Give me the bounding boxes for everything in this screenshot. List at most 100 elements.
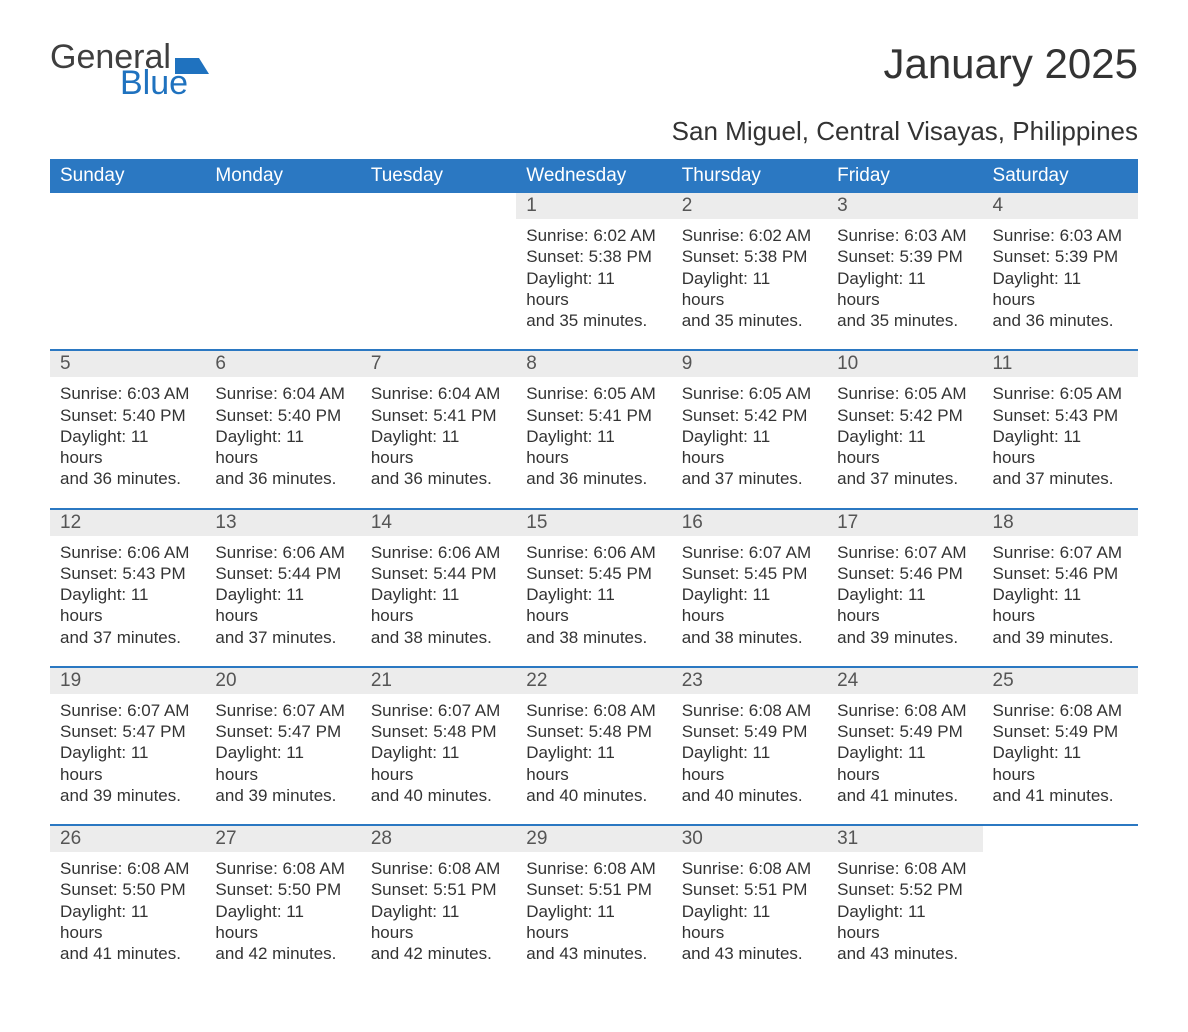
day-number: 27	[205, 825, 360, 852]
day-cell: Sunrise: 6:02 AMSunset: 5:38 PMDaylight:…	[516, 219, 671, 350]
daylight-line1: Daylight: 11 hours	[526, 742, 661, 785]
daylight-line1: Daylight: 11 hours	[215, 742, 350, 785]
daylight-line2: and 41 minutes.	[837, 785, 972, 806]
col-wednesday: Wednesday	[516, 159, 671, 193]
day-content-row: Sunrise: 6:06 AMSunset: 5:43 PMDaylight:…	[50, 536, 1138, 667]
day-cell: Sunrise: 6:06 AMSunset: 5:44 PMDaylight:…	[361, 536, 516, 667]
day-details: Sunrise: 6:02 AMSunset: 5:38 PMDaylight:…	[672, 219, 827, 349]
day-number: 19	[50, 667, 205, 694]
day-details: Sunrise: 6:08 AMSunset: 5:52 PMDaylight:…	[827, 852, 982, 982]
empty-cell	[50, 219, 205, 350]
day-cell: Sunrise: 6:06 AMSunset: 5:43 PMDaylight:…	[50, 536, 205, 667]
daylight-line1: Daylight: 11 hours	[993, 584, 1128, 627]
day-details: Sunrise: 6:03 AMSunset: 5:40 PMDaylight:…	[50, 377, 205, 507]
day-cell: Sunrise: 6:08 AMSunset: 5:50 PMDaylight:…	[205, 852, 360, 982]
day-number: 4	[983, 193, 1138, 219]
day-number: 11	[983, 350, 1138, 377]
sunrise-text: Sunrise: 6:02 AM	[682, 225, 817, 246]
daylight-line1: Daylight: 11 hours	[371, 426, 506, 469]
empty-cell	[361, 219, 516, 350]
daylight-line2: and 37 minutes.	[682, 468, 817, 489]
empty-cell	[361, 193, 516, 219]
day-details: Sunrise: 6:07 AMSunset: 5:46 PMDaylight:…	[983, 536, 1138, 666]
sunrise-text: Sunrise: 6:03 AM	[837, 225, 972, 246]
daylight-line1: Daylight: 11 hours	[837, 901, 972, 944]
sunset-text: Sunset: 5:42 PM	[837, 405, 972, 426]
day-number: 12	[50, 509, 205, 536]
daylight-line2: and 42 minutes.	[371, 943, 506, 964]
day-details: Sunrise: 6:08 AMSunset: 5:50 PMDaylight:…	[205, 852, 360, 982]
sunrise-text: Sunrise: 6:08 AM	[993, 700, 1128, 721]
sunset-text: Sunset: 5:45 PM	[682, 563, 817, 584]
day-number: 22	[516, 667, 671, 694]
sunset-text: Sunset: 5:41 PM	[371, 405, 506, 426]
daylight-line2: and 41 minutes.	[60, 943, 195, 964]
day-cell: Sunrise: 6:07 AMSunset: 5:47 PMDaylight:…	[205, 694, 360, 825]
day-number: 29	[516, 825, 671, 852]
day-number: 31	[827, 825, 982, 852]
day-details: Sunrise: 6:05 AMSunset: 5:43 PMDaylight:…	[983, 377, 1138, 507]
daylight-line2: and 37 minutes.	[215, 627, 350, 648]
sunrise-text: Sunrise: 6:08 AM	[526, 858, 661, 879]
day-number-row: 12131415161718	[50, 509, 1138, 536]
col-saturday: Saturday	[983, 159, 1138, 193]
sunrise-text: Sunrise: 6:08 AM	[837, 858, 972, 879]
daylight-line2: and 37 minutes.	[60, 627, 195, 648]
logo: General Blue	[50, 40, 209, 100]
day-details: Sunrise: 6:08 AMSunset: 5:51 PMDaylight:…	[516, 852, 671, 982]
daylight-line2: and 37 minutes.	[837, 468, 972, 489]
sunrise-text: Sunrise: 6:04 AM	[215, 383, 350, 404]
day-details: Sunrise: 6:06 AMSunset: 5:44 PMDaylight:…	[205, 536, 360, 666]
day-cell: Sunrise: 6:05 AMSunset: 5:42 PMDaylight:…	[827, 377, 982, 508]
sunset-text: Sunset: 5:50 PM	[215, 879, 350, 900]
daylight-line1: Daylight: 11 hours	[837, 584, 972, 627]
sunset-text: Sunset: 5:51 PM	[371, 879, 506, 900]
day-content-row: Sunrise: 6:07 AMSunset: 5:47 PMDaylight:…	[50, 694, 1138, 825]
sunrise-text: Sunrise: 6:07 AM	[60, 700, 195, 721]
daylight-line1: Daylight: 11 hours	[682, 426, 817, 469]
day-cell: Sunrise: 6:07 AMSunset: 5:48 PMDaylight:…	[361, 694, 516, 825]
day-details: Sunrise: 6:03 AMSunset: 5:39 PMDaylight:…	[827, 219, 982, 349]
sunset-text: Sunset: 5:48 PM	[526, 721, 661, 742]
col-monday: Monday	[205, 159, 360, 193]
sunrise-text: Sunrise: 6:08 AM	[526, 700, 661, 721]
daylight-line1: Daylight: 11 hours	[371, 901, 506, 944]
daylight-line2: and 40 minutes.	[371, 785, 506, 806]
day-cell: Sunrise: 6:08 AMSunset: 5:51 PMDaylight:…	[672, 852, 827, 982]
day-details: Sunrise: 6:07 AMSunset: 5:45 PMDaylight:…	[672, 536, 827, 666]
day-cell: Sunrise: 6:06 AMSunset: 5:44 PMDaylight:…	[205, 536, 360, 667]
day-details: Sunrise: 6:08 AMSunset: 5:49 PMDaylight:…	[827, 694, 982, 824]
sunset-text: Sunset: 5:42 PM	[682, 405, 817, 426]
daylight-line2: and 36 minutes.	[60, 468, 195, 489]
sunset-text: Sunset: 5:49 PM	[993, 721, 1128, 742]
day-cell: Sunrise: 6:05 AMSunset: 5:43 PMDaylight:…	[983, 377, 1138, 508]
weekday-header-row: Sunday Monday Tuesday Wednesday Thursday…	[50, 159, 1138, 193]
day-cell: Sunrise: 6:08 AMSunset: 5:49 PMDaylight:…	[672, 694, 827, 825]
sunrise-text: Sunrise: 6:08 AM	[837, 700, 972, 721]
day-details: Sunrise: 6:07 AMSunset: 5:47 PMDaylight:…	[205, 694, 360, 824]
daylight-line2: and 38 minutes.	[526, 627, 661, 648]
sunset-text: Sunset: 5:45 PM	[526, 563, 661, 584]
daylight-line2: and 43 minutes.	[682, 943, 817, 964]
sunset-text: Sunset: 5:43 PM	[60, 563, 195, 584]
day-number: 18	[983, 509, 1138, 536]
day-content-row: Sunrise: 6:08 AM Sunset: 5:50 PM Daylight:…	[50, 852, 1138, 982]
day-details: Sunrise: 6:08 AMSunset: 5:49 PMDaylight:…	[983, 694, 1138, 824]
daylight-line1: Daylight: 11 hours	[993, 268, 1128, 311]
day-number: 14	[361, 509, 516, 536]
daylight-line2: and 35 minutes.	[837, 310, 972, 331]
col-thursday: Thursday	[672, 159, 827, 193]
sunrise-text: Sunrise: 6:08 AM	[682, 858, 817, 879]
daylight-line2: and 35 minutes.	[526, 310, 661, 331]
daylight-line2: and 42 minutes.	[215, 943, 350, 964]
page-title: January 2025	[883, 40, 1138, 88]
day-number: 30	[672, 825, 827, 852]
day-cell: Sunrise: 6:08 AMSunset: 5:49 PMDaylight:…	[983, 694, 1138, 825]
day-number: 2	[672, 193, 827, 219]
daylight-line1: Daylight: 11 hours	[60, 584, 195, 627]
day-details: Sunrise: 6:08 AMSunset: 5:50 PMDaylight:…	[50, 852, 205, 982]
day-number: 20	[205, 667, 360, 694]
day-number-row: 1234	[50, 193, 1138, 219]
sunset-text: Sunset: 5:39 PM	[993, 246, 1128, 267]
day-details: Sunrise: 6:08 AMSunset: 5:48 PMDaylight:…	[516, 694, 671, 824]
